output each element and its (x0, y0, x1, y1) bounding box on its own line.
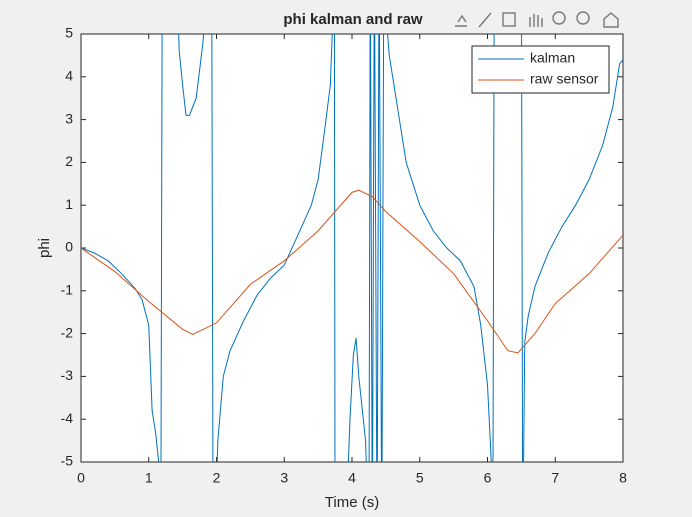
y-tick-label: 0 (65, 239, 73, 255)
legend-label: kalman (530, 50, 575, 66)
x-tick-label: 8 (619, 470, 627, 486)
zoom-in-icon[interactable] (552, 11, 566, 25)
x-tick-label: 0 (77, 470, 85, 486)
home-icon[interactable] (603, 12, 619, 28)
y-tick-label: 1 (65, 196, 73, 212)
y-tick-label: -1 (61, 282, 74, 298)
series-line (81, 189, 623, 354)
axes-box (80, 33, 624, 463)
brush-icon[interactable] (478, 12, 492, 28)
x-axis-label: Time (s) (325, 494, 379, 511)
export-icon[interactable] (455, 14, 467, 27)
x-tick-label: 1 (145, 470, 153, 486)
legend-label: raw sensor (530, 71, 599, 87)
chart-title: phi kalman and raw (283, 11, 423, 28)
x-tick-label: 2 (213, 470, 221, 486)
zoom-out-icon[interactable] (576, 11, 590, 25)
legend-box (471, 45, 610, 94)
y-tick-label: -5 (61, 453, 74, 469)
y-tick-label: 4 (65, 68, 73, 84)
series-line (81, 34, 623, 462)
y-axis-label: phi (36, 238, 53, 258)
y-tick-label: 5 (65, 25, 73, 41)
pan-icon[interactable] (529, 14, 543, 27)
datatip-icon[interactable] (502, 12, 516, 27)
x-tick-label: 6 (484, 470, 492, 486)
x-tick-label: 7 (551, 470, 559, 486)
x-tick-label: 3 (280, 470, 288, 486)
y-tick-label: -3 (61, 367, 74, 383)
plot-area (81, 34, 623, 462)
legend: kalman raw sensor (471, 45, 610, 94)
x-tick-label: 5 (416, 470, 424, 486)
toolbar[interactable] (455, 11, 619, 28)
y-tick-label: 2 (65, 153, 73, 169)
x-tick-label: 4 (348, 470, 356, 486)
y-tick-label: -4 (61, 410, 74, 426)
y-tick-label: 3 (65, 110, 73, 126)
y-tick-label: -2 (61, 324, 74, 340)
